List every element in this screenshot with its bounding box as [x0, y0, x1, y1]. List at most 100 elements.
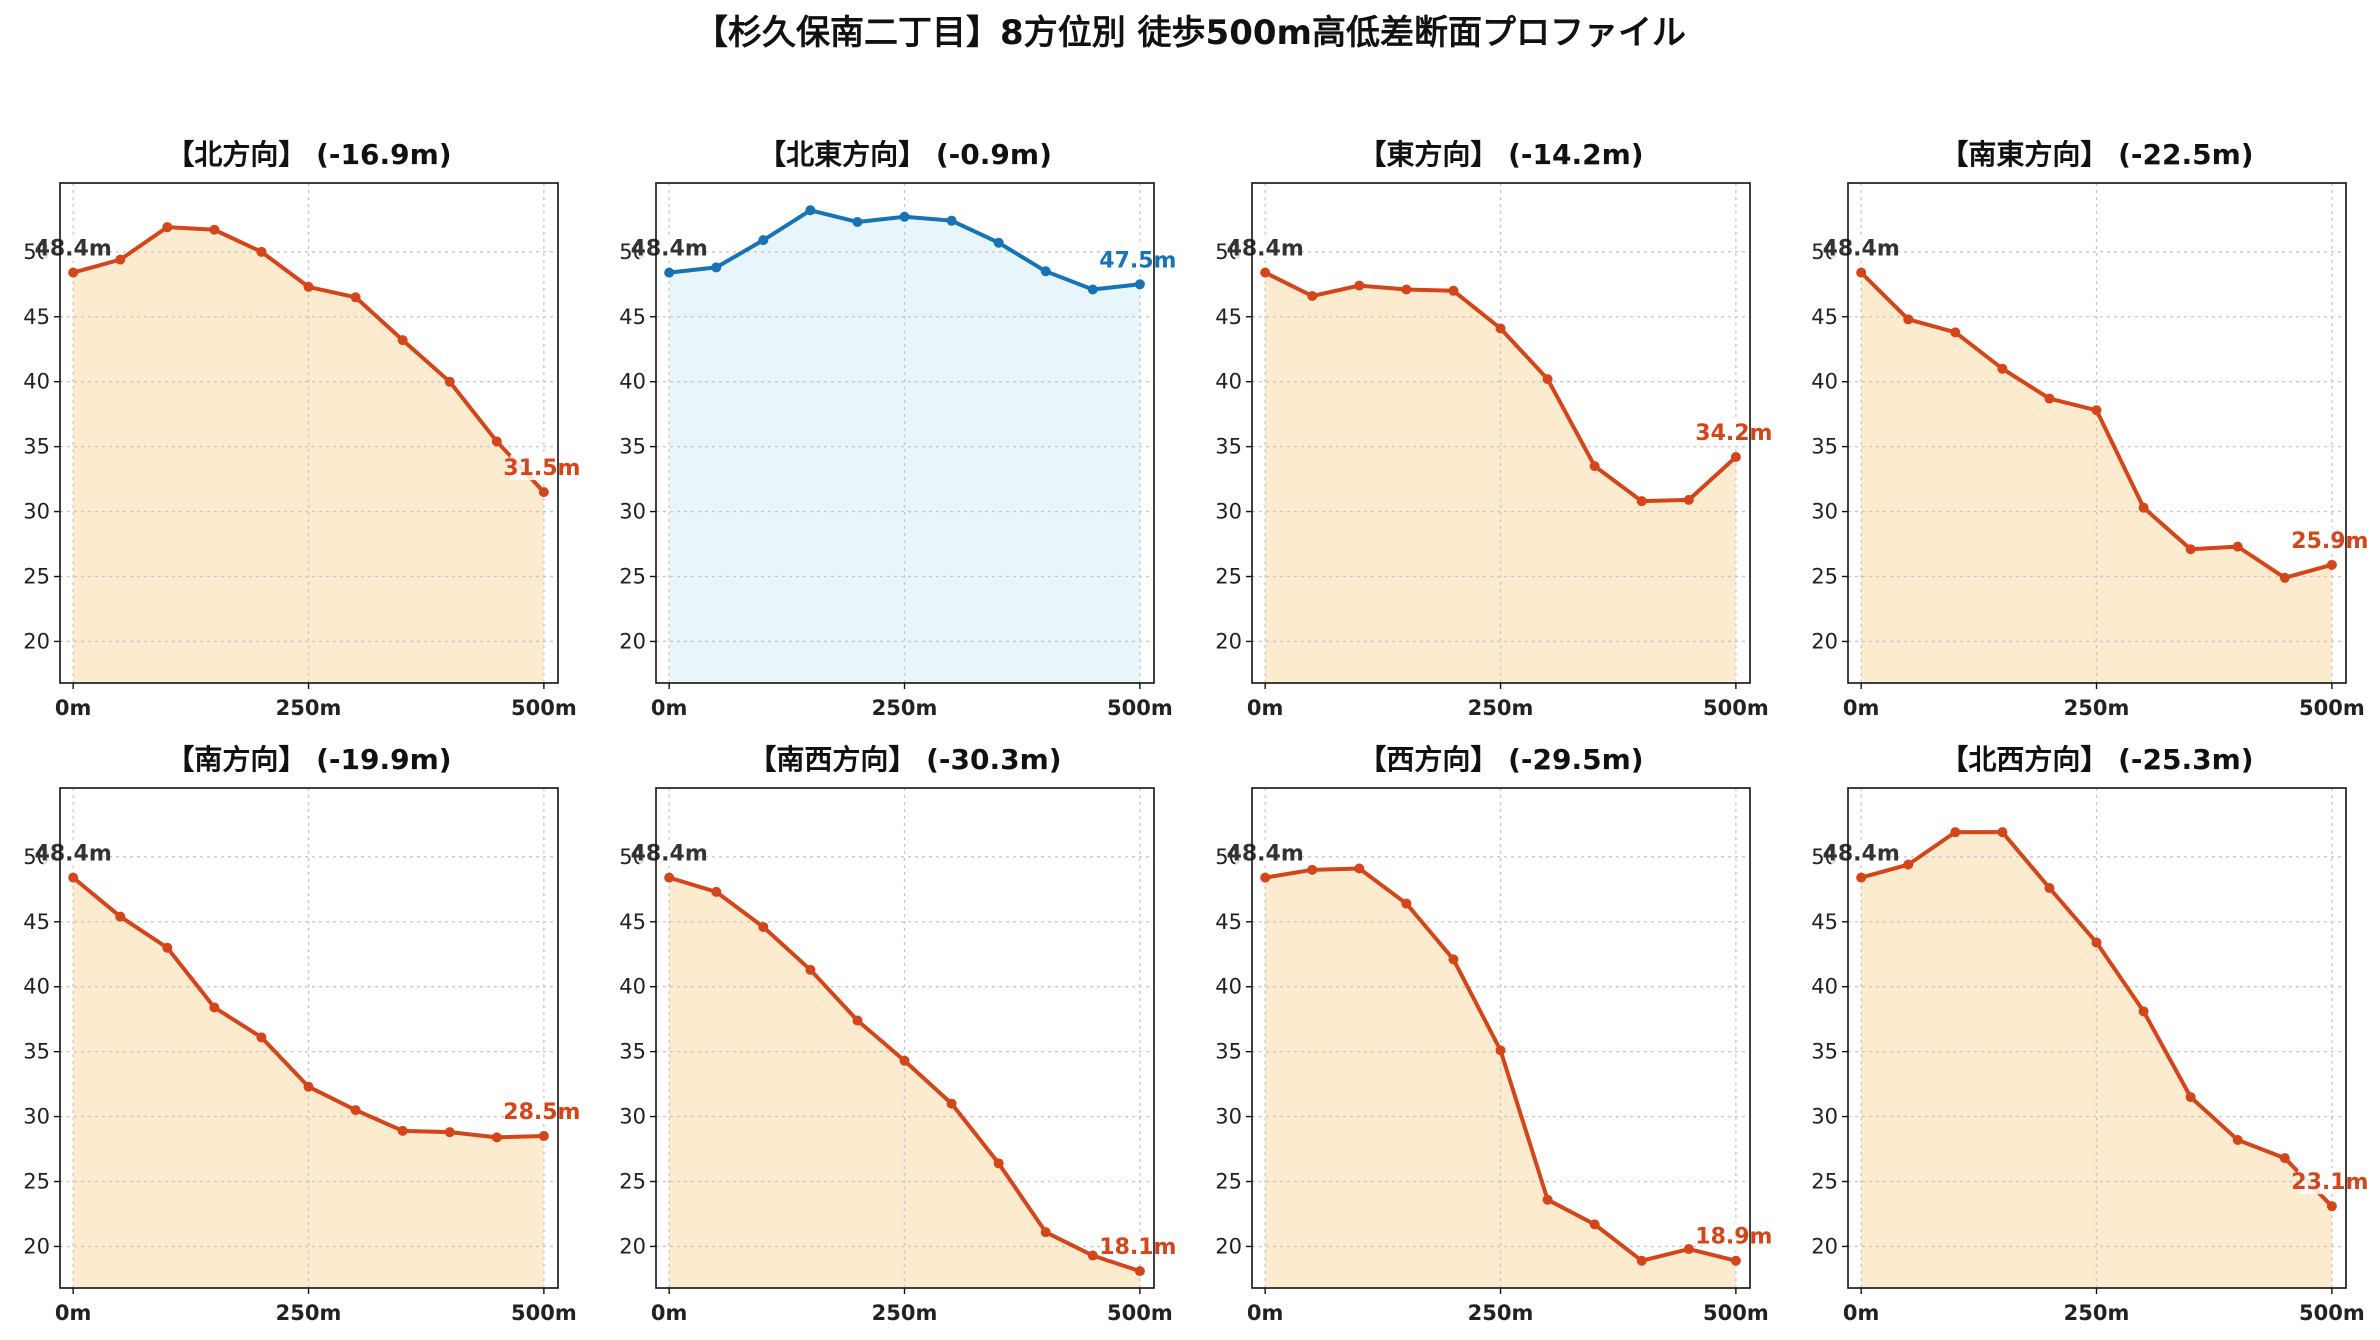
ytick-label: 45	[619, 305, 646, 329]
start-label-backdrop	[43, 839, 104, 866]
ytick-label: 20	[619, 629, 646, 653]
ytick-label: 40	[1811, 975, 1838, 999]
data-point	[491, 436, 502, 447]
start-label: 48.4m	[631, 237, 708, 262]
data-point	[2279, 1153, 2290, 1164]
ytick-label: 30	[1811, 500, 1838, 524]
start-label-backdrop	[639, 839, 700, 866]
data-point	[2091, 405, 2102, 416]
ytick-label: 40	[1215, 975, 1242, 999]
data-point	[1040, 266, 1051, 277]
data-point	[1087, 1250, 1098, 1261]
data-point	[2279, 572, 2290, 583]
ytick-label: 35	[619, 1040, 646, 1064]
xtick-label: 500m	[1107, 696, 1173, 720]
ytick-label: 30	[1215, 1105, 1242, 1129]
data-point	[805, 205, 816, 216]
data-point	[2185, 544, 2196, 555]
data-point	[1307, 290, 1318, 301]
xtick-label: 500m	[1703, 1301, 1769, 1325]
xtick-label: 0m	[651, 1301, 688, 1325]
data-point	[805, 964, 816, 975]
xtick-label: 500m	[1107, 1301, 1173, 1325]
panel-title: 【南西方向】 (-30.3m)	[748, 743, 1061, 776]
data-point	[1636, 1255, 1647, 1266]
ytick-label: 25	[1811, 565, 1838, 589]
data-point	[1040, 1227, 1051, 1238]
xtick-label: 0m	[1843, 1301, 1880, 1325]
end-label-backdrop	[1105, 1233, 1174, 1260]
ytick-label: 40	[1215, 370, 1242, 394]
data-point	[209, 1002, 220, 1013]
ytick-label: 30	[1215, 500, 1242, 524]
data-point	[115, 911, 126, 922]
data-point	[1683, 494, 1694, 505]
axes-frame	[655, 787, 1155, 1289]
end-label-backdrop	[509, 454, 578, 481]
data-point	[946, 215, 957, 226]
ytick-label: 45	[1215, 910, 1242, 934]
ytick-label: 45	[23, 305, 50, 329]
ytick-label: 20	[1215, 1234, 1242, 1258]
xtick-label: 250m	[276, 696, 342, 720]
xtick-label: 250m	[2064, 1301, 2130, 1325]
data-point	[491, 1132, 502, 1143]
data-point	[209, 224, 220, 235]
data-point	[711, 886, 722, 897]
xtick-label: 0m	[1843, 696, 1880, 720]
data-point	[2326, 559, 2337, 570]
xtick-label: 0m	[1247, 1301, 1284, 1325]
panel-title: 【北東方向】 (-0.9m)	[758, 138, 1052, 171]
data-point	[1354, 863, 1365, 874]
ytick-label: 35	[23, 1040, 50, 1064]
end-label: 34.2m	[1695, 421, 1772, 446]
ytick-label: 40	[1811, 370, 1838, 394]
data-point	[68, 872, 79, 883]
panel-title: 【南方向】 (-19.9m)	[166, 743, 451, 776]
ytick-label: 35	[1811, 435, 1838, 459]
data-point	[538, 487, 549, 498]
xtick-label: 250m	[1468, 1301, 1534, 1325]
xtick-label: 250m	[276, 1301, 342, 1325]
data-point	[1997, 827, 2008, 838]
data-point	[1730, 452, 1741, 463]
data-point	[538, 1131, 549, 1142]
data-point	[664, 872, 675, 883]
ytick-label: 25	[619, 565, 646, 589]
axes-frame	[1251, 787, 1751, 1289]
end-label: 31.5m	[503, 456, 580, 481]
ytick-label: 35	[1215, 1040, 1242, 1064]
axes-frame	[59, 182, 559, 684]
ytick-label: 20	[619, 1234, 646, 1258]
ytick-label: 25	[1215, 1170, 1242, 1194]
ytick-label: 45	[1811, 305, 1838, 329]
data-point	[711, 262, 722, 273]
end-label: 18.1m	[1099, 1235, 1176, 1260]
axes-frame	[1251, 182, 1751, 684]
start-label: 48.4m	[35, 842, 112, 867]
end-label-backdrop	[1701, 1222, 1770, 1249]
start-label: 48.4m	[35, 237, 112, 262]
data-point	[2044, 883, 2055, 893]
data-point	[1448, 954, 1459, 965]
start-label-backdrop	[1831, 839, 1892, 866]
start-label: 48.4m	[631, 842, 708, 867]
data-point	[2232, 541, 2243, 552]
ytick-label: 30	[23, 1105, 50, 1129]
data-point	[68, 267, 79, 278]
xtick-label: 500m	[511, 1301, 577, 1325]
data-point	[256, 1032, 267, 1043]
data-point	[1448, 285, 1459, 296]
ytick-label: 30	[23, 500, 50, 524]
data-point	[1495, 1045, 1506, 1056]
data-point	[1997, 363, 2008, 374]
data-point	[1683, 1244, 1694, 1255]
ytick-label: 25	[23, 565, 50, 589]
